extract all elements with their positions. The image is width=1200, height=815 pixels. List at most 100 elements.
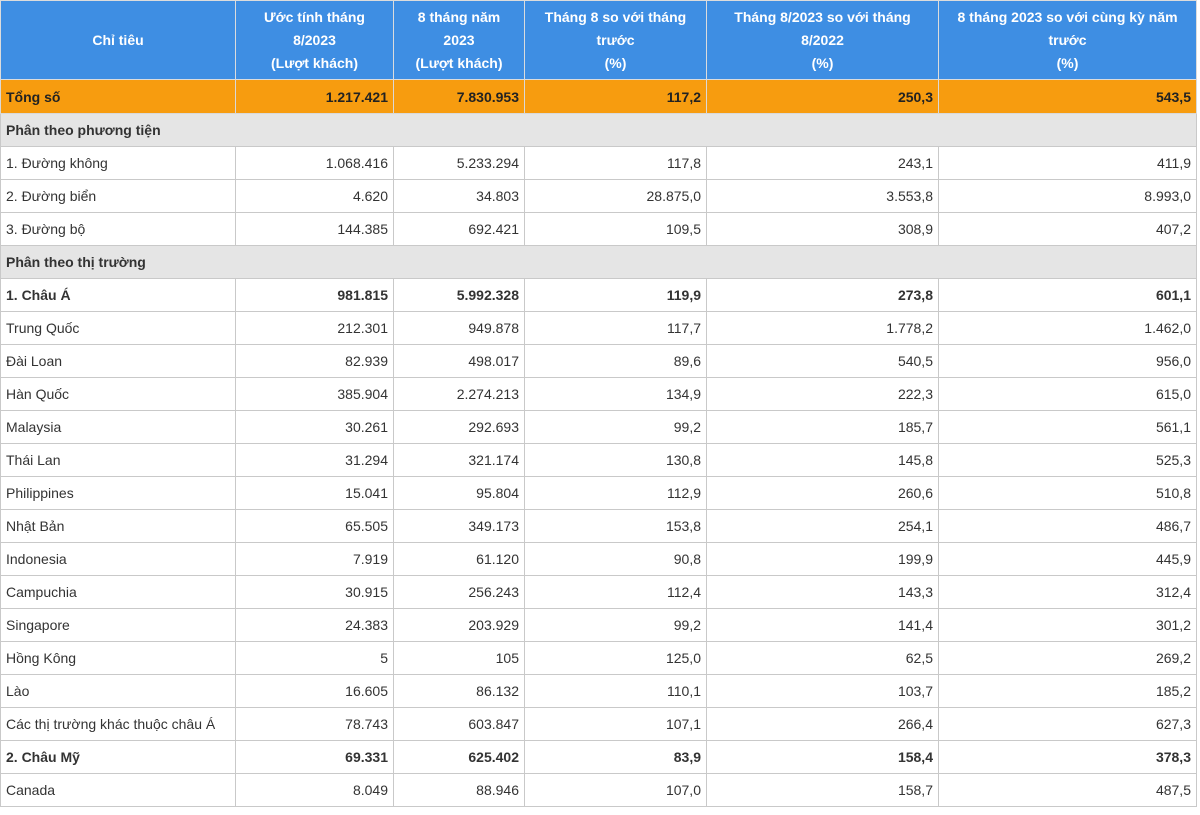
aug-2023-vs-aug-2022-cell: 250,3 xyxy=(706,79,939,114)
header-line: 8/2022 xyxy=(801,31,844,48)
eight-months-2023-cell: 34.803 xyxy=(393,179,525,213)
eight-months-2023-cell: 949.878 xyxy=(393,311,525,345)
header-line: (%) xyxy=(811,54,834,71)
eight-months-2023-cell: 349.173 xyxy=(393,509,525,543)
aug-2023-vs-aug-2022-cell: 199,9 xyxy=(706,542,939,576)
eight-months-vs-same-period-cell: 269,2 xyxy=(938,641,1197,675)
aug-2023-vs-aug-2022-cell: 260,6 xyxy=(706,476,939,510)
header-estimate-aug-2023: Ước tính tháng 8/2023 (Lượt khách) xyxy=(235,0,394,80)
header-line: trước xyxy=(1048,31,1087,48)
header-8-months-vs-same-period: 8 tháng 2023 so với cùng kỳ năm trước (%) xyxy=(938,0,1197,80)
estimate-aug-2023-cell: 7.919 xyxy=(235,542,394,576)
estimate-aug-2023-cell: 981.815 xyxy=(235,278,394,312)
aug-2023-vs-aug-2022-cell: 185,7 xyxy=(706,410,939,444)
indicator-cell: Lào xyxy=(0,674,236,708)
aug-vs-prev-month-cell: 83,9 xyxy=(524,740,707,774)
table-row: 3. Đường bộ 144.385 692.421 109,5 308,9 407,2 xyxy=(0,212,1197,246)
aug-2023-vs-aug-2022-cell: 103,7 xyxy=(706,674,939,708)
aug-2023-vs-aug-2022-cell: 308,9 xyxy=(706,212,939,246)
aug-2023-vs-aug-2022-cell: 143,3 xyxy=(706,575,939,609)
total-row: Tổng số 1.217.421 7.830.953 117,2 250,3 543,5 xyxy=(0,79,1197,114)
aug-vs-prev-month-cell: 117,2 xyxy=(524,79,707,114)
indicator-cell: 1. Châu Á xyxy=(0,278,236,312)
table-row: Các thị trường khác thuộc châu Á 78.743 60… xyxy=(0,707,1197,741)
eight-months-vs-same-period-cell: 301,2 xyxy=(938,608,1197,642)
indicator-cell: 3. Đường bộ xyxy=(0,212,236,246)
eight-months-2023-cell: 256.243 xyxy=(393,575,525,609)
estimate-aug-2023-cell: 16.605 xyxy=(235,674,394,708)
eight-months-vs-same-period-cell: 1.462,0 xyxy=(938,311,1197,345)
eight-months-2023-cell: 603.847 xyxy=(393,707,525,741)
table-row: 1. Châu Á 981.815 5.992.328 119,9 273,8 601,1 xyxy=(0,278,1197,312)
eight-months-2023-cell: 7.830.953 xyxy=(393,79,525,114)
table-row: Hàn Quốc 385.904 2.274.213 134,9 222,3 615,0 xyxy=(0,377,1197,411)
eight-months-2023-cell: 5.992.328 xyxy=(393,278,525,312)
eight-months-vs-same-period-cell: 8.993,0 xyxy=(938,179,1197,213)
eight-months-vs-same-period-cell: 185,2 xyxy=(938,674,1197,708)
header-line: 8 tháng năm xyxy=(417,8,501,25)
aug-vs-prev-month-cell: 130,8 xyxy=(524,443,707,477)
aug-2023-vs-aug-2022-cell: 273,8 xyxy=(706,278,939,312)
table-row: Malaysia 30.261 292.693 99,2 185,7 561,1 xyxy=(0,410,1197,444)
indicator-cell: Thái Lan xyxy=(0,443,236,477)
header-line: (%) xyxy=(1056,54,1079,71)
aug-vs-prev-month-cell: 112,4 xyxy=(524,575,707,609)
eight-months-2023-cell: 292.693 xyxy=(393,410,525,444)
aug-vs-prev-month-cell: 99,2 xyxy=(524,608,707,642)
aug-vs-prev-month-cell: 112,9 xyxy=(524,476,707,510)
header-line: 8 tháng 2023 so với cùng kỳ năm xyxy=(957,8,1178,25)
eight-months-2023-cell: 321.174 xyxy=(393,443,525,477)
table-row: 1. Đường không 1.068.416 5.233.294 117,8 243… xyxy=(0,146,1197,180)
header-row: Chỉ tiêu Ước tính tháng 8/2023 (Lượt khách)… xyxy=(0,0,1197,80)
aug-2023-vs-aug-2022-cell: 141,4 xyxy=(706,608,939,642)
indicator-cell: Singapore xyxy=(0,608,236,642)
estimate-aug-2023-cell: 78.743 xyxy=(235,707,394,741)
indicator-cell: Indonesia xyxy=(0,542,236,576)
aug-vs-prev-month-cell: 89,6 xyxy=(524,344,707,378)
header-line: trước xyxy=(596,31,635,48)
indicator-cell: Nhật Bản xyxy=(0,509,236,543)
aug-2023-vs-aug-2022-cell: 158,7 xyxy=(706,773,939,807)
eight-months-vs-same-period-cell: 312,4 xyxy=(938,575,1197,609)
estimate-aug-2023-cell: 212.301 xyxy=(235,311,394,345)
eight-months-vs-same-period-cell: 510,8 xyxy=(938,476,1197,510)
eight-months-vs-same-period-cell: 543,5 xyxy=(938,79,1197,114)
table-row: 2. Đường biển 4.620 34.803 28.875,0 3.553,8 8… xyxy=(0,179,1197,213)
eight-months-vs-same-period-cell: 445,9 xyxy=(938,542,1197,576)
indicator-cell: Trung Quốc xyxy=(0,311,236,345)
aug-vs-prev-month-cell: 107,0 xyxy=(524,773,707,807)
aug-2023-vs-aug-2022-cell: 62,5 xyxy=(706,641,939,675)
eight-months-vs-same-period-cell: 486,7 xyxy=(938,509,1197,543)
aug-2023-vs-aug-2022-cell: 243,1 xyxy=(706,146,939,180)
aug-vs-prev-month-cell: 90,8 xyxy=(524,542,707,576)
table-row: Thái Lan 31.294 321.174 130,8 145,8 525,3 xyxy=(0,443,1197,477)
table-row: 2. Châu Mỹ 69.331 625.402 83,9 158,4 378,3 xyxy=(0,740,1197,774)
table-row: Singapore 24.383 203.929 99,2 141,4 301,2 xyxy=(0,608,1197,642)
estimate-aug-2023-cell: 385.904 xyxy=(235,377,394,411)
eight-months-2023-cell: 203.929 xyxy=(393,608,525,642)
header-line: (Lượt khách) xyxy=(271,54,358,71)
header-indicator: Chỉ tiêu xyxy=(0,0,236,80)
eight-months-2023-cell: 61.120 xyxy=(393,542,525,576)
header-line: Chỉ tiêu xyxy=(92,31,144,48)
eight-months-vs-same-period-cell: 561,1 xyxy=(938,410,1197,444)
eight-months-2023-cell: 95.804 xyxy=(393,476,525,510)
aug-2023-vs-aug-2022-cell: 1.778,2 xyxy=(706,311,939,345)
section-label: Phân theo phương tiện xyxy=(0,113,1197,147)
table-row: Nhật Bản 65.505 349.173 153,8 254,1 486,7 xyxy=(0,509,1197,543)
eight-months-vs-same-period-cell: 487,5 xyxy=(938,773,1197,807)
header-aug-vs-prev-month: Tháng 8 so với tháng trước (%) xyxy=(524,0,707,80)
aug-vs-prev-month-cell: 125,0 xyxy=(524,641,707,675)
aug-vs-prev-month-cell: 28.875,0 xyxy=(524,179,707,213)
table-row: Đài Loan 82.939 498.017 89,6 540,5 956,0 xyxy=(0,344,1197,378)
indicator-cell: Malaysia xyxy=(0,410,236,444)
eight-months-2023-cell: 498.017 xyxy=(393,344,525,378)
eight-months-vs-same-period-cell: 956,0 xyxy=(938,344,1197,378)
indicator-cell: Các thị trường khác thuộc châu Á xyxy=(0,707,236,741)
estimate-aug-2023-cell: 65.505 xyxy=(235,509,394,543)
eight-months-vs-same-period-cell: 378,3 xyxy=(938,740,1197,774)
eight-months-2023-cell: 86.132 xyxy=(393,674,525,708)
eight-months-2023-cell: 625.402 xyxy=(393,740,525,774)
indicator-cell: Hàn Quốc xyxy=(0,377,236,411)
